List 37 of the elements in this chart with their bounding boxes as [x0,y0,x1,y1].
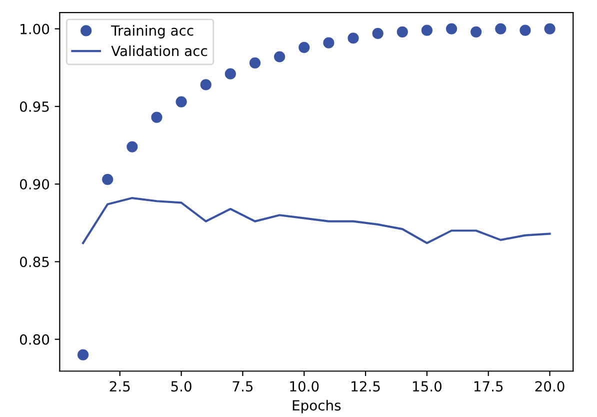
y-tick-label: 0.95 [20,101,49,112]
point [544,23,556,34]
point [495,23,506,34]
y-tick-label: 0.85 [20,256,49,268]
point [274,51,286,62]
y-tick-label: 0.90 [20,179,50,190]
y-tick-label: 0.80 [20,334,50,345]
line-series [82,196,551,244]
y-tick-label: 1.00 [20,24,50,34]
point [200,79,212,90]
x-tick-label: 17.5 [474,381,503,392]
x-tick-label: 7.5 [232,381,253,392]
point [323,37,334,48]
x-tick-label: 12.5 [352,381,380,392]
x-tick-label: 2.5 [110,381,130,392]
point [224,68,236,80]
legend-label: Validation acc [111,45,208,56]
x-axis-title: Epochs [292,400,341,414]
x-tick-label: 10.0 [290,381,319,392]
point [176,96,187,108]
point [348,32,359,44]
x-tick-label: 15.0 [413,381,442,392]
point [421,24,433,36]
x-tick-label: 5.0 [171,381,192,392]
point [126,141,138,152]
point [102,174,114,185]
point [470,26,482,38]
point [372,28,384,40]
point [396,26,408,38]
point [151,112,162,123]
point [298,42,310,53]
x-tick-label: 20.0 [535,381,564,392]
point [446,23,458,34]
point [520,24,531,36]
point [249,57,261,69]
legend-label: Training acc [111,25,194,38]
point [77,349,89,360]
